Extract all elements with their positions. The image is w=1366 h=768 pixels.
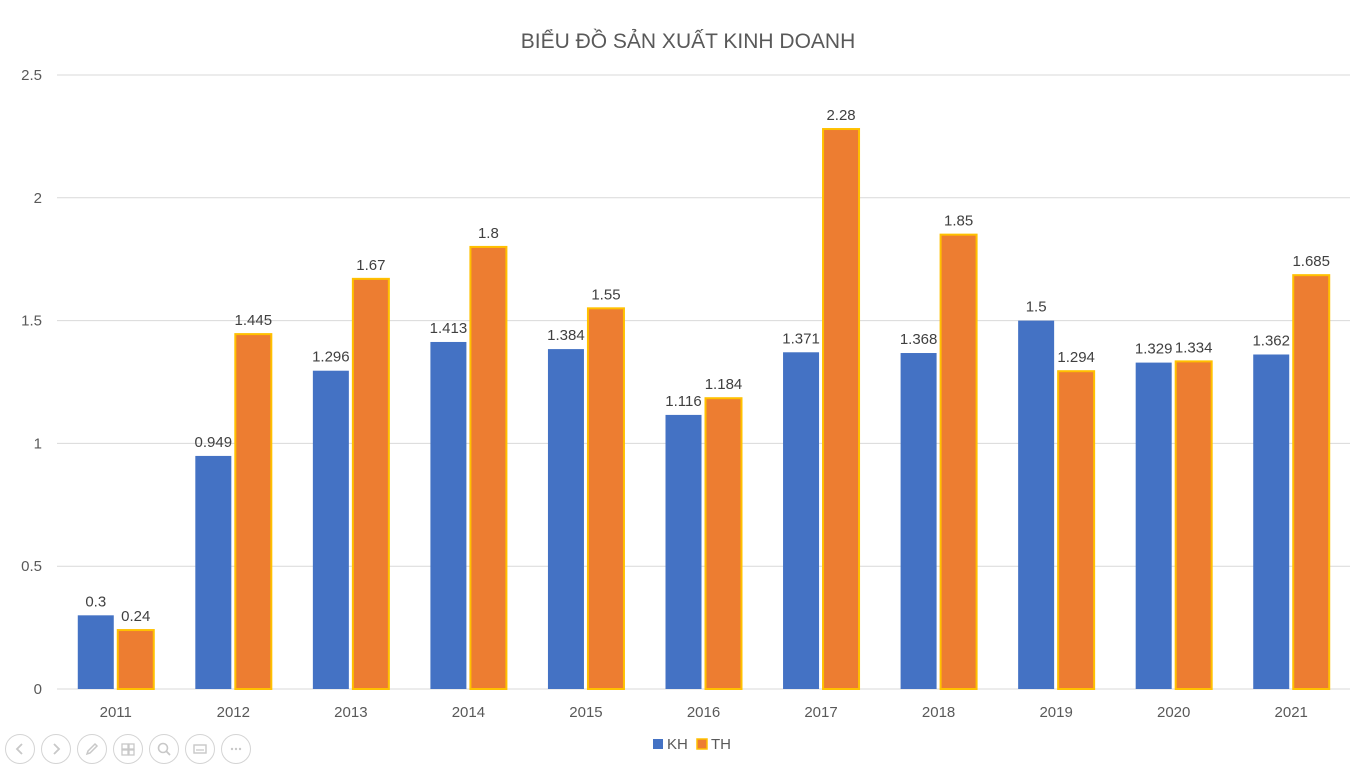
gridlines xyxy=(57,74,1350,690)
x-tick-label: 2017 xyxy=(804,704,837,721)
bar-kh-2015 xyxy=(547,349,584,689)
bar-kh-2018 xyxy=(900,353,937,689)
see-all-slides-button[interactable] xyxy=(113,734,143,764)
bar-th-2013 xyxy=(351,277,390,690)
x-tick-label: 2020 xyxy=(1157,704,1190,721)
legend-label-kh: KH xyxy=(667,736,688,753)
legend-label-th: TH xyxy=(711,736,731,753)
bar-th-2018 xyxy=(939,233,978,690)
data-label: 1.413 xyxy=(430,320,468,337)
data-label: 1.371 xyxy=(782,330,820,347)
slides-icon xyxy=(121,743,135,756)
magnifier-icon xyxy=(157,742,171,756)
bar-kh-2017 xyxy=(783,352,820,689)
data-label: 0.24 xyxy=(121,608,150,625)
data-label: 1.296 xyxy=(312,349,350,366)
bars xyxy=(77,128,1331,691)
y-tick-label: 1.5 xyxy=(21,313,42,330)
data-label: 1.685 xyxy=(1292,253,1330,270)
y-tick-label: 1 xyxy=(34,435,42,452)
x-tick-label: 2016 xyxy=(687,704,720,721)
bar-th-2012 xyxy=(234,333,273,690)
more-options-button[interactable] xyxy=(221,734,251,764)
data-label: 1.5 xyxy=(1026,299,1047,316)
bar-th-2017 xyxy=(822,128,861,691)
bar-kh-2020 xyxy=(1135,362,1172,689)
x-tick-label: 2018 xyxy=(922,704,955,721)
chart-title: BIỂU ĐỒ SẢN XUẤT KINH DOANH xyxy=(521,29,856,53)
data-label: 1.384 xyxy=(547,327,585,344)
data-label: 1.184 xyxy=(705,376,743,393)
bar-kh-2011 xyxy=(77,615,114,689)
previous-slide-button[interactable] xyxy=(5,734,35,764)
arrow-right-icon xyxy=(53,743,61,755)
data-label: 0.949 xyxy=(195,434,233,451)
data-label: 1.8 xyxy=(478,225,499,242)
legend-swatch-kh xyxy=(653,739,663,749)
arrow-left-icon xyxy=(15,743,23,755)
bar-kh-2012 xyxy=(195,455,232,689)
bar-th-2016 xyxy=(704,397,743,690)
zoom-button[interactable] xyxy=(149,734,179,764)
y-tick-label: 2.5 xyxy=(21,67,42,84)
data-label: 1.55 xyxy=(591,286,620,303)
subtitles-icon xyxy=(193,744,207,754)
data-label: 1.329 xyxy=(1135,341,1173,358)
data-label: 2.28 xyxy=(826,107,855,124)
slideshow-toolbar xyxy=(5,733,251,765)
bar-th-2020 xyxy=(1174,360,1213,690)
data-label: 1.368 xyxy=(900,331,938,348)
bar-th-2011 xyxy=(116,629,155,691)
x-tick-label: 2013 xyxy=(334,704,367,721)
x-tick-label: 2021 xyxy=(1275,704,1308,721)
x-tick-label: 2012 xyxy=(217,704,250,721)
next-slide-button[interactable] xyxy=(41,734,71,764)
bar-kh-2013 xyxy=(312,370,349,689)
bar-th-2019 xyxy=(1057,370,1096,690)
legend: KH TH xyxy=(653,736,731,753)
x-tick-label: 2019 xyxy=(1039,704,1072,721)
bar-th-2015 xyxy=(586,307,625,690)
y-tick-label: 0.5 xyxy=(21,558,42,575)
ellipsis-icon xyxy=(230,747,242,751)
data-label: 0.3 xyxy=(85,593,106,610)
legend-swatch-th xyxy=(696,738,708,750)
data-label: 1.85 xyxy=(944,213,973,230)
subtitles-button[interactable] xyxy=(185,734,215,764)
data-label: 1.362 xyxy=(1252,332,1290,349)
x-tick-label: 2011 xyxy=(100,704,132,721)
data-label: 1.334 xyxy=(1175,339,1213,356)
data-label: 1.116 xyxy=(665,393,701,410)
pen-button[interactable] xyxy=(77,734,107,764)
pen-icon xyxy=(85,742,99,756)
bar-kh-2021 xyxy=(1253,354,1290,689)
y-tick-label: 2 xyxy=(34,190,42,207)
x-axis-tick-labels: 2011 2012 2013 2014 2015 2016 2017 2018 2019 2020… xyxy=(100,704,1308,721)
bar-th-2021 xyxy=(1292,274,1331,690)
data-labels: 0.3 0.24 0.949 1.445 1.296 1.67 1.413 1.8 1.384 1… xyxy=(85,107,1330,625)
x-tick-label: 2014 xyxy=(452,704,485,721)
bar-kh-2019 xyxy=(1018,320,1055,689)
bar-th-2014 xyxy=(469,245,508,690)
y-axis-tick-labels: 0 0.5 1 1.5 2 2.5 xyxy=(21,67,42,698)
bar-kh-2016 xyxy=(665,414,702,689)
bar-kh-2014 xyxy=(430,341,467,689)
y-tick-label: 0 xyxy=(34,681,42,698)
data-label: 1.294 xyxy=(1057,349,1095,366)
data-label: 1.445 xyxy=(235,312,273,329)
data-label: 1.67 xyxy=(356,257,385,274)
x-tick-label: 2015 xyxy=(569,704,602,721)
